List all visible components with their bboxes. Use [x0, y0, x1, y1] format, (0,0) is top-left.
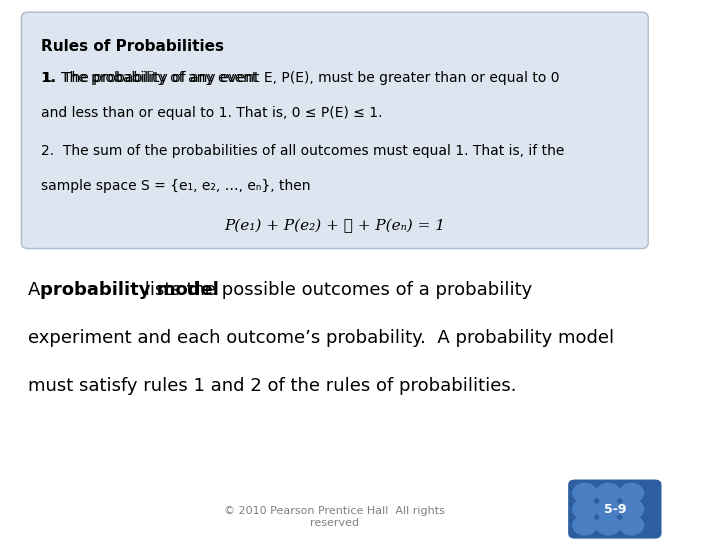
Text: The probability of any event: The probability of any event	[61, 71, 262, 85]
Text: lists the possible outcomes of a probability: lists the possible outcomes of a probabi…	[139, 281, 532, 299]
FancyBboxPatch shape	[568, 480, 662, 538]
Circle shape	[596, 500, 620, 519]
FancyBboxPatch shape	[22, 12, 648, 248]
Text: 2.  The sum of the probabilities of all outcomes must equal 1. That is, if the: 2. The sum of the probabilities of all o…	[41, 144, 564, 158]
Text: sample space S = {e₁, e₂, …, eₙ}, then: sample space S = {e₁, e₂, …, eₙ}, then	[41, 179, 311, 193]
Circle shape	[596, 516, 620, 535]
Circle shape	[573, 483, 597, 503]
Circle shape	[619, 483, 644, 503]
Circle shape	[573, 500, 597, 519]
Text: © 2010 Pearson Prentice Hall  All rights
reserved: © 2010 Pearson Prentice Hall All rights …	[225, 507, 445, 528]
Text: A: A	[28, 281, 46, 299]
Text: experiment and each outcome’s probability.  A probability model: experiment and each outcome’s probabilit…	[28, 329, 614, 347]
Text: 1.  The probability of any event E, P(E), must be greater than or equal to 0: 1. The probability of any event E, P(E),…	[41, 71, 560, 85]
Text: P(e₁) + P(e₂) + ⋯ + P(eₙ) = 1: P(e₁) + P(e₂) + ⋯ + P(eₙ) = 1	[224, 219, 445, 233]
Text: and less than or equal to 1. That is, 0 ≤ P(E) ≤ 1.: and less than or equal to 1. That is, 0 …	[41, 106, 383, 120]
Text: 5-9: 5-9	[603, 503, 626, 516]
Circle shape	[619, 516, 644, 535]
Text: probability model: probability model	[40, 281, 219, 299]
Circle shape	[573, 516, 597, 535]
Circle shape	[619, 500, 644, 519]
Text: Rules of Probabilities: Rules of Probabilities	[41, 39, 225, 54]
Text: 1.: 1.	[41, 71, 56, 85]
Text: must satisfy rules 1 and 2 of the rules of probabilities.: must satisfy rules 1 and 2 of the rules …	[28, 377, 516, 395]
Circle shape	[596, 483, 620, 503]
